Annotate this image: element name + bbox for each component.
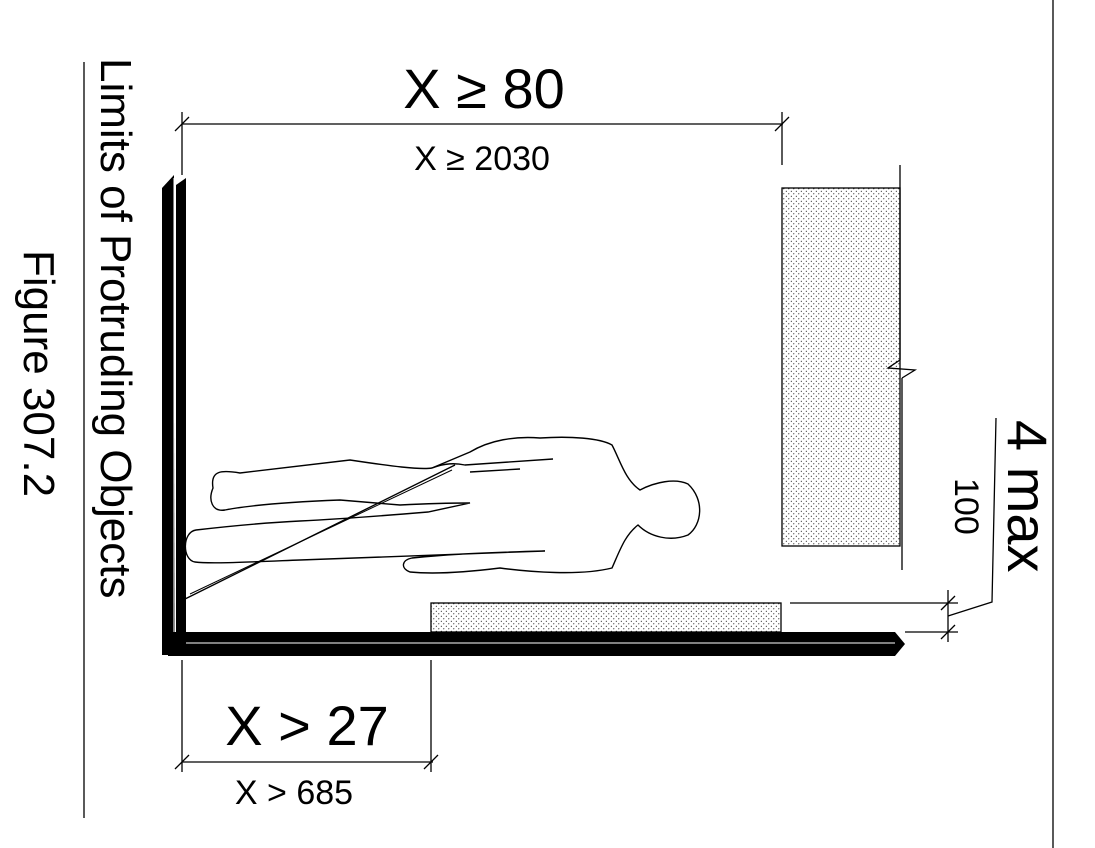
- headroom-dimension: [174, 112, 790, 175]
- low-object: [430, 602, 782, 633]
- caption-figure-number: Figure 307.2: [14, 250, 63, 497]
- protrusion-dimension: [790, 417, 997, 642]
- headroom-in-label: X ≥ 80: [403, 57, 565, 120]
- floor: [168, 632, 905, 656]
- overhead-object: [781, 165, 918, 570]
- wall: [162, 175, 186, 655]
- person-with-cane: [182, 436, 701, 601]
- protrusion-in-label: 4 max: [996, 420, 1059, 573]
- headroom-mm-label: X ≥ 2030: [414, 140, 550, 178]
- low-object-dimension: [174, 660, 439, 772]
- protrusion-mm-label: 100: [947, 478, 985, 535]
- low-object-in-label: X > 27: [225, 694, 388, 757]
- caption-title: Limits of Protruding Objects: [91, 58, 140, 598]
- low-object-mm-label: X > 685: [235, 774, 353, 812]
